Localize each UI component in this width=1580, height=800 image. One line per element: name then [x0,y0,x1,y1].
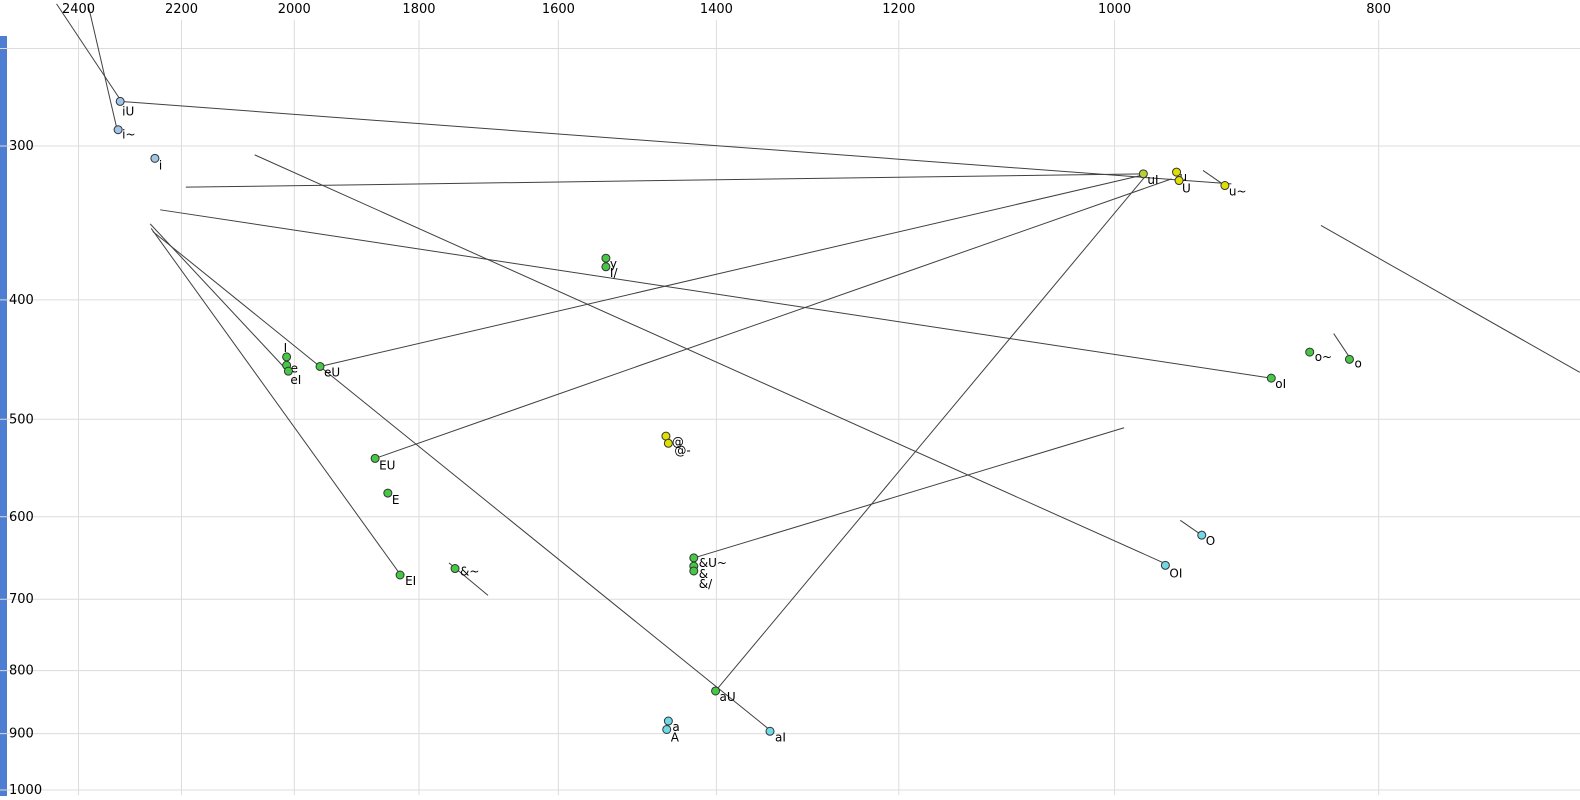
vowel-point-U [1174,176,1184,186]
vowel-label-OI: OI [1169,566,1182,580]
trajectory-line-12 [715,176,1145,692]
trajectory-line-3 [120,100,1232,185]
vowel-label-&/: &/ [699,577,713,591]
y-tick-label-800: 800 [9,664,34,679]
vowel-point-@- [663,438,673,448]
vowel-label-EI: EI [405,574,416,588]
x-tick-label-1200: 1200 [882,2,915,17]
vowel-label-@: @ [672,435,684,449]
vowel-label-i~: i~ [122,128,135,142]
trajectory-line-7 [152,231,771,731]
vowel-label-&: & [699,567,708,581]
vowel-point-eI [283,366,293,376]
vowel-label-aU: aU [720,690,736,704]
vowel-point-oI [1266,373,1276,383]
vowel-label-o~: o~ [1315,350,1332,364]
vowel-point-I/ [601,262,611,272]
vowel-point-y [601,253,611,263]
trajectory-line-6 [150,228,401,575]
vowel-label-E: E [392,493,400,507]
vowel-label-O: O [1206,534,1215,548]
vowel-label-&~: &~ [460,565,479,579]
y-tick-label-900: 900 [9,727,34,742]
trajectory-line-1 [56,3,121,100]
y-tick-label-300: 300 [9,139,34,154]
vowel-label-u~: u~ [1229,185,1247,199]
trajectory-line-9 [254,154,1166,565]
trajectory-line-8 [160,209,1272,379]
vowel-point-&U~ [689,553,699,563]
vowel-point-A [662,724,672,734]
vowel-label-uI: uI [1147,173,1158,187]
trajectory-line-13 [693,427,1125,559]
vowel-label-eU: eU [324,365,340,379]
vowel-point-E [383,488,393,498]
y-tick-label-600: 600 [9,510,34,525]
vowel-label-A: A [671,730,680,744]
vowel-label-iU: iU [122,104,134,118]
vowel-label-o: o [1354,356,1361,370]
x-tick-label-2200: 2200 [165,2,198,17]
vowel-point-a [663,716,673,726]
vowel-point-&~ [450,564,460,574]
x-tick-label-2400: 2400 [62,2,95,17]
vowel-label-I/: I/ [610,266,619,280]
vowel-label-u: u [1180,170,1188,184]
vowel-point-u~ [1220,181,1230,191]
vowel-label-y: y [610,257,617,271]
vowel-label-i: i [159,158,162,172]
trajectory-line-18 [1320,224,1580,373]
left-edge-bar [0,36,7,796]
x-tick-label-800: 800 [1366,2,1391,17]
vowel-label-I: I [284,341,288,355]
vowel-label-aI: aI [775,730,786,744]
vowel-point-EU [370,453,380,463]
y-tick-label-400: 400 [9,293,34,308]
trajectory-line-15 [1180,519,1201,535]
vowel-point-EI [395,570,405,580]
y-tick-label-500: 500 [9,412,34,427]
vowel-label-U: U [1182,182,1191,196]
vowel-label-e: e [291,361,298,375]
x-tick-label-2000: 2000 [278,2,311,17]
y-tick-label-1000: 1000 [9,783,42,798]
vowel-label-EU: EU [379,458,395,472]
trajectory-line-2 [87,3,118,130]
x-tick-label-1000: 1000 [1098,2,1131,17]
trajectory-line-10 [319,175,1142,367]
vowel-point-iU [115,96,125,106]
x-tick-label-1600: 1600 [542,2,575,17]
vowel-point-uI [1138,169,1148,179]
x-tick-label-1800: 1800 [402,2,435,17]
vowel-point-OI [1160,560,1170,570]
trajectory-line-11 [374,178,1172,459]
vowel-label-eI: eI [290,373,301,387]
vowel-point-i~ [113,125,123,135]
vowel-label-a: a [672,720,679,734]
vowel-label-@-: @- [674,443,690,457]
y-tick-label-700: 700 [9,592,34,607]
vowel-point-O [1197,530,1207,540]
vowel-label-&U~: &U~ [699,556,727,570]
vowel-point-i [150,153,160,163]
vowel-point-o [1344,354,1354,364]
trajectory-line-4 [185,173,1145,188]
x-tick-label-1400: 1400 [700,2,733,17]
vowel-point-u [1172,167,1182,177]
vowel-point-aI [765,726,775,736]
vowel-point-eU [315,361,325,371]
vowel-point-o~ [1305,347,1315,357]
vowel-point-aU [711,686,721,696]
trajectory-line-14 [1333,333,1352,360]
vowel-label-oI: oI [1275,377,1286,391]
vowel-point-&/ [689,566,699,576]
